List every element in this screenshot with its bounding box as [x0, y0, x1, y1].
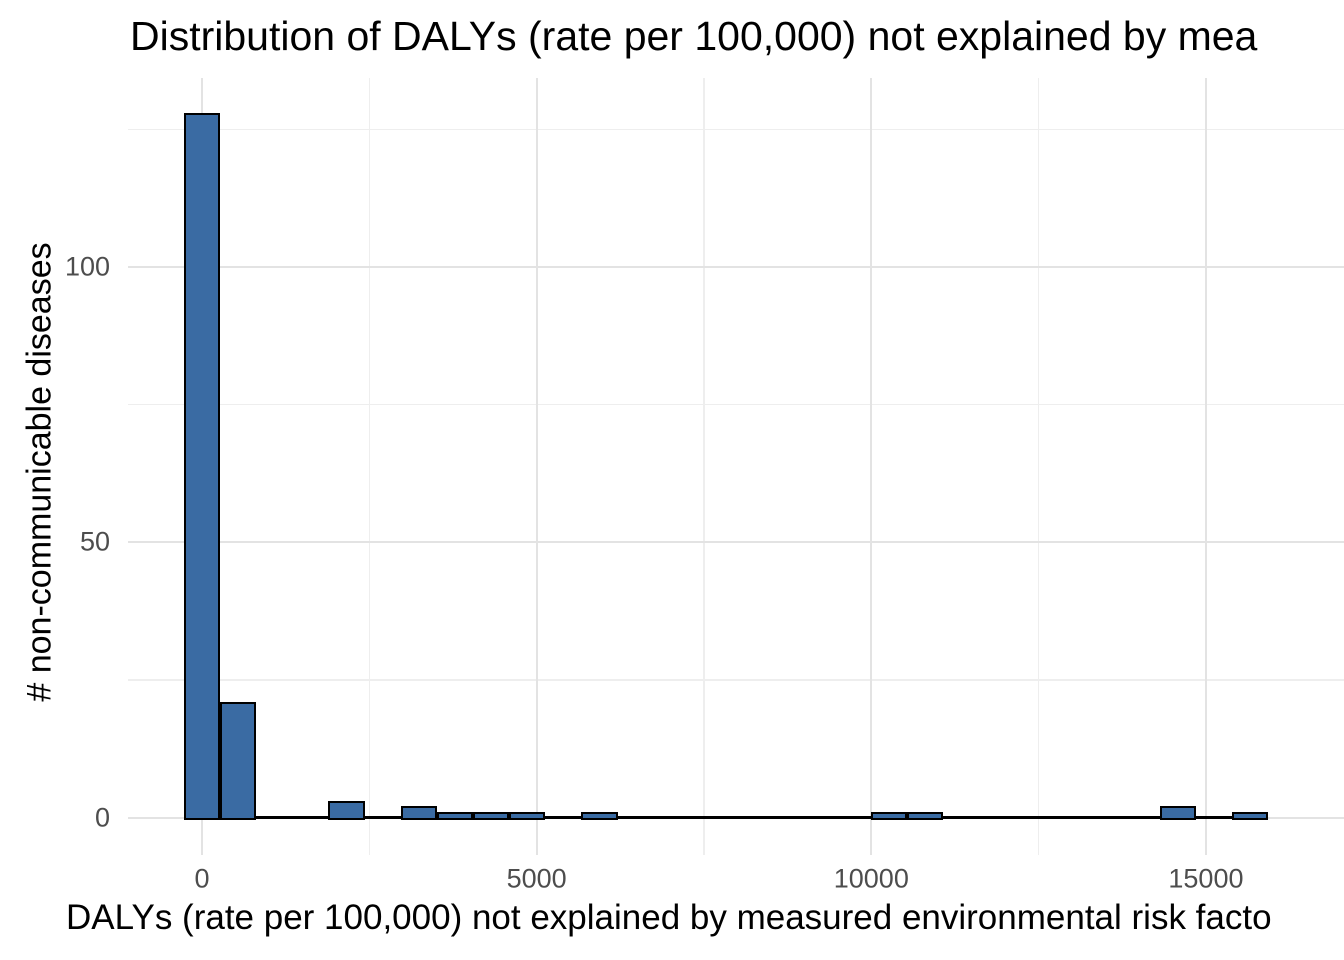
histogram-bar [183, 112, 221, 821]
y-major-gridline [128, 541, 1344, 544]
histogram-bar [906, 811, 943, 821]
x-minor-gridline [368, 78, 371, 855]
y-minor-gridline [128, 403, 1344, 406]
y-tick-label: 100 [64, 251, 110, 282]
x-tick-label: 5000 [506, 863, 567, 894]
chart-title: Distribution of DALYs (rate per 100,000)… [130, 13, 1258, 59]
x-major-gridline [1204, 78, 1207, 855]
histogram-bar [436, 811, 474, 821]
histogram-bar [509, 811, 546, 821]
histogram-bar [870, 811, 907, 821]
x-minor-gridline [703, 78, 705, 855]
x-tick-label: 0 [194, 863, 210, 894]
histogram-bar [328, 800, 365, 821]
y-minor-gridline [128, 679, 1344, 681]
y-minor-gridline [128, 128, 1344, 131]
x-tick-label: 15000 [1168, 863, 1244, 894]
histogram-bar [581, 811, 618, 821]
histogram-baseline [183, 816, 1269, 819]
histogram-bar [473, 811, 510, 821]
histogram-bar [1159, 806, 1196, 821]
y-tick-label: 50 [79, 526, 110, 557]
histogram-bar [1232, 811, 1269, 821]
x-minor-gridline [1037, 78, 1040, 855]
x-major-gridline [535, 78, 538, 855]
y-major-gridline [128, 266, 1344, 268]
histogram-bar [220, 701, 257, 821]
histogram-bar [400, 806, 437, 821]
x-tick-label: 10000 [833, 863, 909, 894]
y-tick-label: 0 [94, 802, 110, 832]
x-axis-title: DALYs (rate per 100,000) not explained b… [66, 898, 1272, 937]
y-axis-title: # non-communicable diseases [20, 242, 59, 702]
x-major-gridline [870, 78, 873, 855]
